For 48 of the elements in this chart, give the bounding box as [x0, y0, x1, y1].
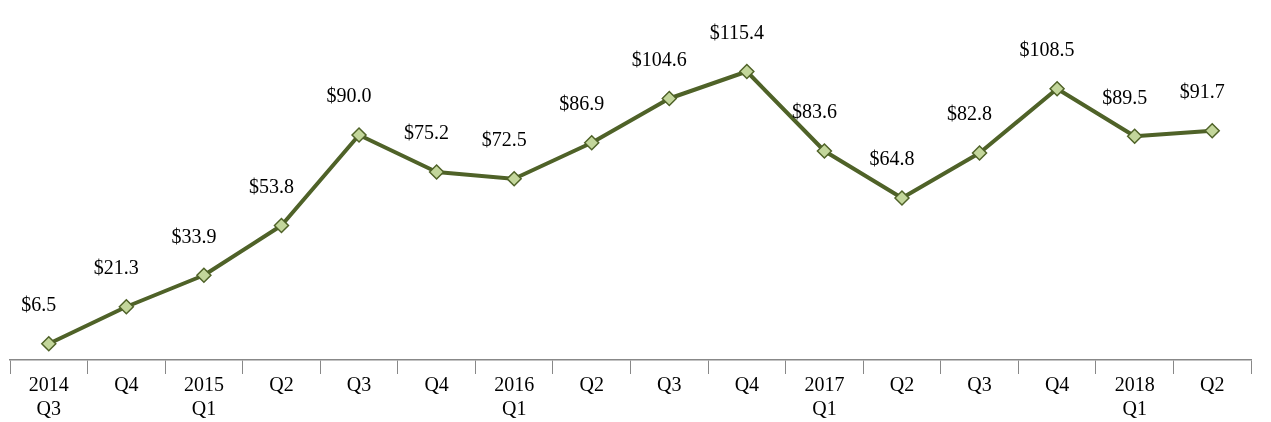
x-tick-label: 2018 Q1	[1114, 373, 1155, 420]
x-tick-label: Q3	[657, 373, 682, 396]
point	[118, 299, 135, 315]
x-tick-label: Q2	[269, 373, 294, 396]
x-tick-label: Q2	[889, 373, 915, 396]
point	[739, 63, 755, 80]
x-tick-label: Q4	[734, 373, 760, 396]
x-tick-label: Q4	[1044, 373, 1070, 396]
x-tick-label: Q4	[424, 373, 449, 396]
point	[661, 90, 678, 107]
point	[583, 135, 600, 151]
data-label: $86.9	[559, 92, 605, 114]
point	[971, 145, 988, 161]
x-tick-label: 2016 Q1	[494, 373, 535, 420]
x-tick-label: Q3	[346, 373, 372, 396]
data-label: $75.2	[404, 121, 450, 144]
data-label: $90.0	[326, 84, 372, 107]
data-label: $53.8	[248, 174, 294, 197]
x-tick-label: Q4	[114, 373, 139, 396]
x-tick-label: Q2	[1199, 373, 1225, 396]
data-label: $72.5	[481, 128, 527, 150]
data-label: $6.5	[21, 293, 57, 315]
point	[273, 217, 290, 234]
point	[1049, 81, 1065, 97]
data-label: $91.7	[1179, 80, 1225, 102]
data-label: $115.4	[709, 20, 764, 43]
data-label: $83.6	[791, 100, 837, 123]
point	[1126, 128, 1143, 144]
point	[41, 336, 57, 352]
x-tick-label: Q2	[579, 373, 604, 396]
point	[351, 127, 367, 143]
point	[506, 171, 522, 187]
x-tick-label: 2015 Q1	[183, 373, 224, 420]
point	[428, 164, 445, 180]
data-label: $104.6	[631, 47, 687, 70]
data-label: $108.5	[1019, 38, 1075, 60]
x-tick-label: 2017 Q1	[804, 373, 845, 420]
x-tick-label: 2014 Q3	[28, 373, 69, 420]
data-label: $89.5	[1102, 85, 1148, 108]
point	[894, 190, 910, 206]
x-tick-label: Q3	[967, 373, 992, 396]
point	[1204, 123, 1220, 139]
point	[196, 267, 212, 283]
data-label: $21.3	[93, 256, 139, 278]
data-label: $64.8	[869, 147, 915, 170]
data-label: $33.9	[171, 224, 217, 247]
data-label: $82.8	[947, 102, 993, 125]
point	[816, 143, 833, 159]
